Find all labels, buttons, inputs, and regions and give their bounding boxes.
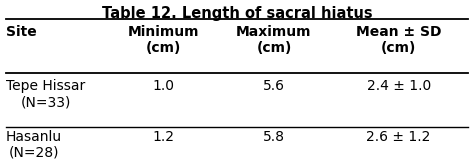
Text: Minimum
(cm): Minimum (cm)	[128, 25, 199, 55]
Text: Hasanlu
(N=28): Hasanlu (N=28)	[6, 130, 62, 160]
Text: Mean ± SD
(cm): Mean ± SD (cm)	[356, 25, 441, 55]
Text: Maximum
(cm): Maximum (cm)	[236, 25, 312, 55]
Text: 5.8: 5.8	[263, 130, 285, 144]
Text: 2.4 ± 1.0: 2.4 ± 1.0	[366, 79, 431, 93]
Text: 5.6: 5.6	[263, 79, 285, 93]
Text: 1.2: 1.2	[152, 130, 174, 144]
Text: Site: Site	[6, 25, 37, 39]
Text: 1.0: 1.0	[152, 79, 174, 93]
Text: Table 12. Length of sacral hiatus: Table 12. Length of sacral hiatus	[102, 6, 372, 21]
Text: Tepe Hissar
(N=33): Tepe Hissar (N=33)	[6, 79, 85, 109]
Text: 2.6 ± 1.2: 2.6 ± 1.2	[366, 130, 431, 144]
